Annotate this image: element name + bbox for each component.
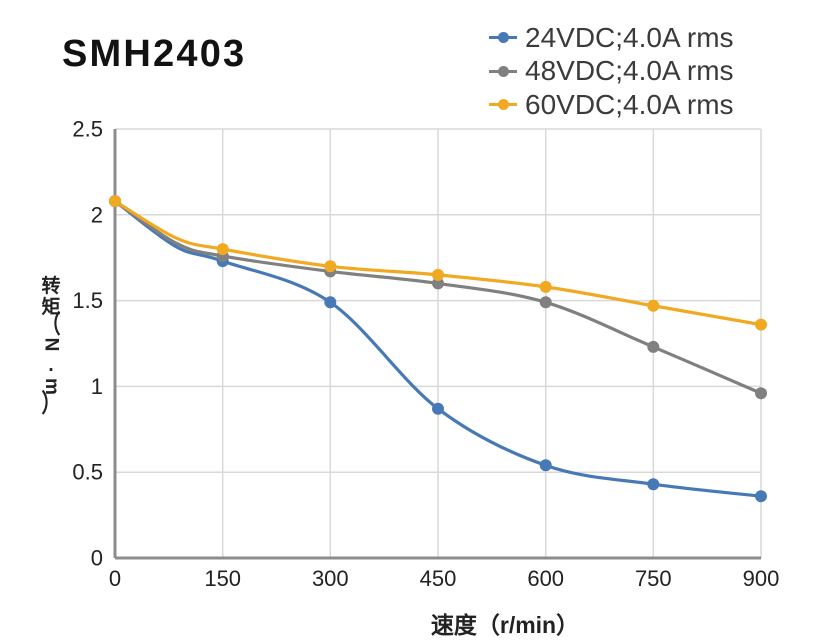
svg-text:1.5: 1.5 [72,288,103,313]
svg-text:2.5: 2.5 [72,117,103,142]
svg-text:0: 0 [91,546,103,571]
svg-text:1: 1 [91,374,103,399]
svg-text:900: 900 [743,566,780,591]
svg-text:2: 2 [91,202,103,227]
svg-text:0.5: 0.5 [72,460,103,485]
svg-text:600: 600 [527,566,564,591]
svg-text:0: 0 [109,566,121,591]
svg-text:450: 450 [420,566,457,591]
svg-text:300: 300 [312,566,349,591]
svg-text:150: 150 [204,566,241,591]
svg-text:750: 750 [635,566,672,591]
